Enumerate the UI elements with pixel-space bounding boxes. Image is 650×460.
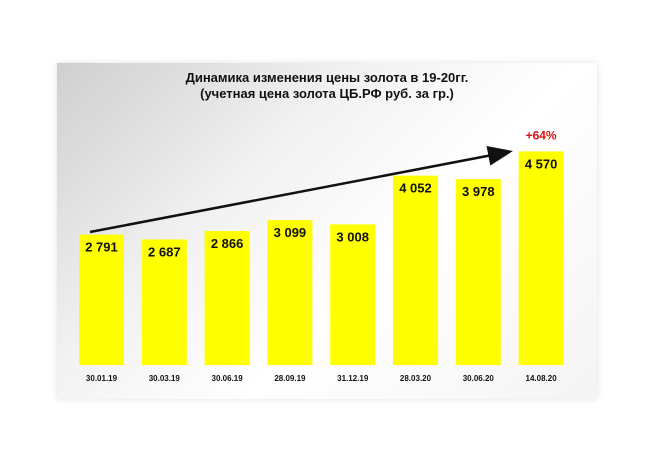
x-tick-label: 30.06.20	[463, 374, 495, 383]
bar-14.08.20	[518, 151, 564, 365]
bar-28.09.19	[267, 220, 313, 365]
x-tick-label: 28.09.19	[274, 374, 306, 383]
data-label: 2 687	[148, 244, 181, 259]
chart-subtitle: (учетная цена золота ЦБ.РФ руб. за гр.)	[200, 86, 454, 101]
x-tick-label: 31.12.19	[337, 374, 369, 383]
chart-title: Динамика изменения цены золота в 19-20гг…	[185, 70, 469, 85]
data-label: 4 570	[525, 156, 558, 171]
bar-30.01.19	[79, 234, 124, 365]
data-label: 3 978	[462, 184, 495, 199]
x-tick-label: 28.03.20	[400, 374, 432, 383]
bar-31.12.19	[330, 224, 376, 365]
data-label: 2 866	[211, 236, 244, 251]
x-tick-label: 30.06.19	[212, 374, 244, 383]
x-tick-label: 30.03.19	[149, 374, 181, 383]
trend-arrow	[89, 145, 513, 234]
bar-28.03.20	[393, 175, 438, 365]
x-tick-label: 14.08.20	[526, 374, 558, 383]
bar-30.03.19	[141, 239, 187, 365]
data-label: 3 008	[336, 229, 369, 244]
bar-30.06.20	[455, 179, 501, 365]
data-label: 4 052	[399, 181, 432, 196]
growth-annotation: +64%	[526, 128, 557, 142]
data-label: 3 099	[274, 225, 307, 240]
data-label: 2 791	[85, 240, 118, 255]
bar-30.06.19	[204, 231, 250, 365]
x-tick-label: 30.01.19	[86, 374, 118, 383]
